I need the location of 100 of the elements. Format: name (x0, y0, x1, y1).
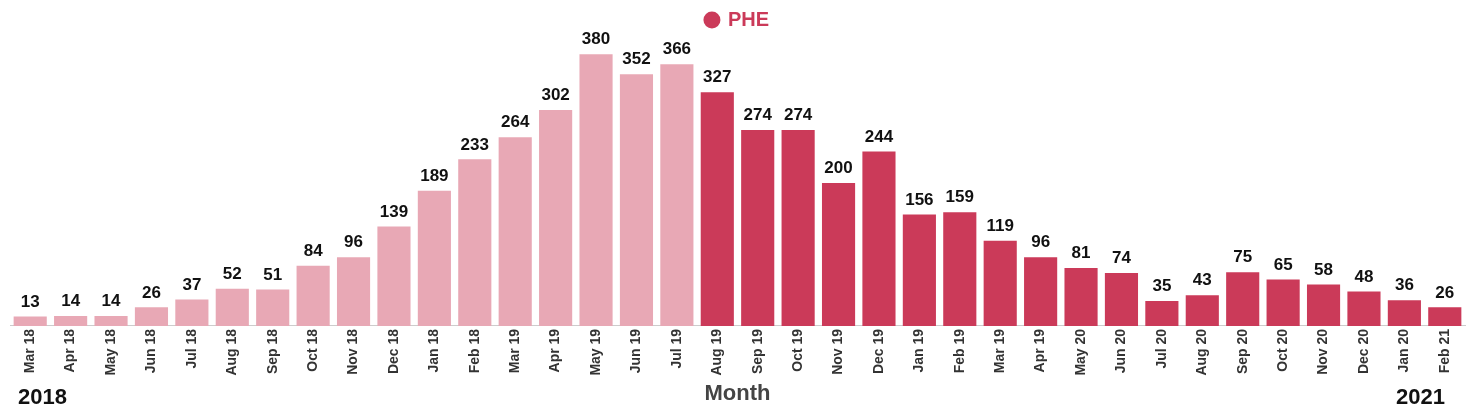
bar (1387, 300, 1421, 326)
data-label: 52 (222, 263, 242, 283)
x-tick-label: Apr 19 (1031, 328, 1048, 373)
bar (498, 137, 532, 326)
data-label: 13 (20, 291, 40, 311)
x-tick-label: Jul 19 (667, 328, 684, 369)
data-label: 119 (986, 216, 1014, 236)
x-tick-label: Nov 20 (1314, 328, 1331, 375)
data-label: 159 (945, 187, 974, 207)
bar (539, 110, 573, 326)
data-label: 26 (1435, 282, 1455, 302)
x-tick-label: Oct 20 (1273, 328, 1290, 372)
x-tick-label: Jul 20 (1152, 328, 1169, 369)
bar (54, 315, 88, 326)
text: 2018 (18, 384, 67, 410)
x-axis-title: Month (704, 379, 771, 405)
data-label: 327 (703, 67, 732, 87)
x-tick-label: Nov 18 (344, 328, 361, 375)
x-tick-label: Jun 18 (142, 328, 159, 374)
bar (821, 182, 856, 326)
bar (296, 265, 330, 326)
bar (862, 151, 896, 326)
bar (1428, 307, 1462, 326)
bar (417, 190, 451, 326)
bar (700, 92, 734, 326)
x-tick-label: Dec 20 (1354, 328, 1371, 375)
data-label: 75 (1233, 247, 1253, 267)
x-tick-label: Nov 19 (829, 328, 846, 375)
data-label: 380 (581, 29, 611, 49)
data-label: 43 (1192, 270, 1212, 290)
x-tick-label: Mar 18 (21, 328, 38, 374)
data-label: 65 (1273, 254, 1293, 274)
bar (458, 159, 492, 326)
x-tick-label: Apr 19 (546, 328, 563, 373)
data-label: 84 (303, 241, 324, 261)
x-tick-label: Sep 18 (263, 328, 280, 375)
data-label: 37 (182, 274, 202, 294)
data-label: 51 (263, 264, 283, 284)
x-tick-label: Oct 19 (788, 328, 805, 372)
x-tick-label: Sep 20 (1233, 328, 1250, 375)
x-tick-label: Jan 18 (425, 328, 442, 373)
data-label: 74 (1112, 248, 1132, 268)
bar (134, 307, 169, 326)
x-tick-label: Jan 19 (910, 328, 927, 373)
x-tick-label: Jun 19 (627, 328, 644, 374)
x-tick-label: Aug 20 (1193, 328, 1210, 376)
data-label: 81 (1071, 243, 1091, 263)
bar (1266, 279, 1300, 326)
x-tick-label: Aug 19 (708, 328, 725, 376)
bar (1185, 295, 1219, 326)
bar (1104, 273, 1139, 326)
x-tick-label: Aug 18 (223, 328, 240, 376)
data-label: 233 (460, 134, 489, 154)
bar (579, 54, 613, 326)
bar (1024, 257, 1058, 326)
data-label: 274 (783, 105, 813, 125)
bar (175, 299, 209, 326)
x-tick-label: Dec 19 (869, 328, 886, 375)
x-tick-label: Jan 20 (1395, 328, 1412, 373)
bar (256, 289, 290, 326)
data-label: 200 (824, 158, 853, 178)
bar (1347, 291, 1381, 326)
data-label: 58 (1314, 259, 1333, 279)
bar (336, 257, 371, 326)
x-tick-label: Feb 19 (950, 328, 967, 374)
data-label: 26 (142, 282, 161, 302)
data-label: 36 (1394, 275, 1414, 295)
bar (781, 130, 815, 326)
x-tick-label: May 18 (101, 328, 118, 376)
x-tick-label: Sep 19 (748, 328, 765, 375)
bar (902, 214, 936, 326)
data-label: 35 (1152, 276, 1172, 296)
data-label: 244 (864, 126, 894, 146)
bar (215, 288, 249, 326)
bar (1064, 268, 1098, 326)
data-label: 274 (743, 105, 773, 125)
text: 2021 (1396, 384, 1445, 410)
data-label: 139 (379, 201, 409, 221)
data-label: 264 (501, 112, 530, 132)
bar (660, 64, 694, 326)
bar (94, 315, 128, 326)
x-tick-label: May 19 (586, 328, 603, 376)
bar (1306, 284, 1341, 326)
x-tick-label: May 20 (1071, 328, 1088, 376)
x-tick-label: Oct 18 (303, 328, 320, 372)
data-label: 189 (420, 166, 449, 185)
x-tick-label: Apr 18 (61, 328, 78, 373)
x-tick-label: Jun 20 (1112, 328, 1129, 374)
data-label: 96 (1031, 232, 1051, 252)
bar (943, 212, 977, 326)
x-tick-label: Mar 19 (506, 328, 523, 374)
data-label: 14 (101, 291, 122, 311)
data-label: 48 (1354, 266, 1374, 286)
bar (741, 130, 775, 326)
bar (377, 226, 411, 326)
data-label: 366 (662, 39, 692, 59)
x-tick-label: Mar 19 (991, 328, 1008, 374)
data-label: 96 (344, 232, 363, 252)
bar (1145, 300, 1179, 326)
legend-label: PHE (727, 7, 770, 30)
